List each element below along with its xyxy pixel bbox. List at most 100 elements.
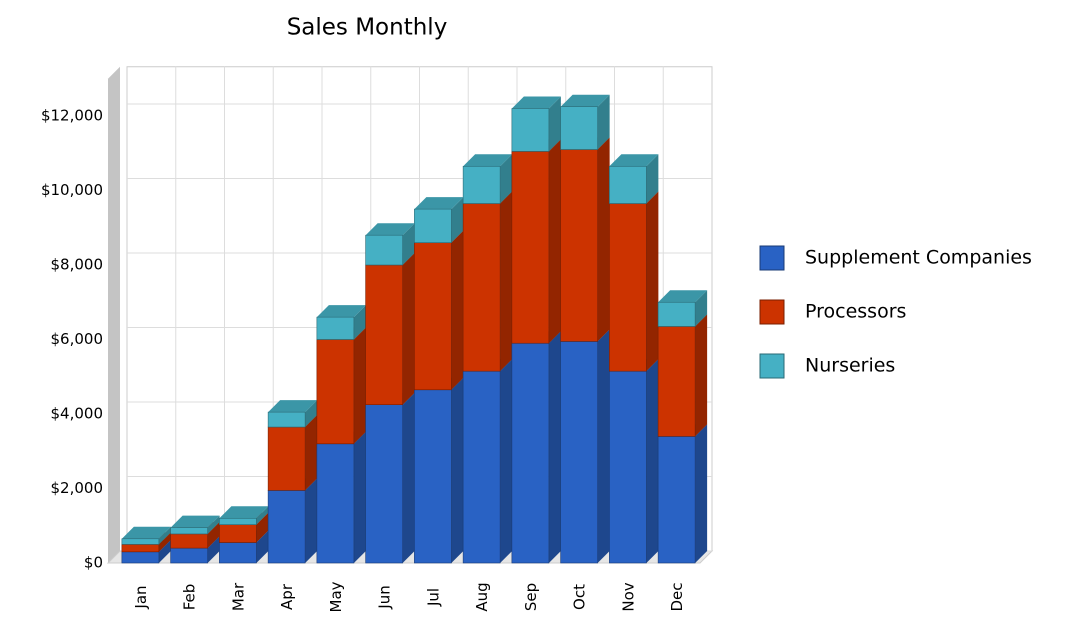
bar-side bbox=[158, 532, 171, 552]
bar-side bbox=[695, 314, 708, 437]
bar bbox=[462, 203, 501, 372]
bar bbox=[609, 165, 647, 204]
y-tick-label: $6,000 bbox=[51, 330, 104, 348]
legend-label: Supplement Companies bbox=[805, 247, 1032, 269]
x-tick-label: Dec bbox=[668, 582, 686, 611]
bar bbox=[609, 370, 647, 564]
bar bbox=[267, 411, 306, 428]
legend-swatch bbox=[759, 245, 785, 271]
bar-side bbox=[305, 415, 318, 491]
y-tick-label: $4,000 bbox=[51, 405, 104, 423]
bar-side bbox=[597, 94, 610, 150]
y-tick-label: $8,000 bbox=[51, 256, 104, 274]
x-tick-label: May bbox=[327, 581, 345, 612]
bar bbox=[511, 151, 550, 344]
y-tick-label: $0 bbox=[84, 554, 103, 572]
bar-top bbox=[414, 197, 464, 210]
bar-top bbox=[511, 96, 561, 109]
bar bbox=[657, 436, 696, 564]
y-tick-label: $10,000 bbox=[41, 181, 103, 199]
bar bbox=[560, 149, 598, 342]
legend-label: Processors bbox=[805, 301, 906, 323]
bar bbox=[121, 551, 160, 564]
bar bbox=[657, 326, 696, 437]
bar bbox=[414, 242, 452, 391]
bar-side bbox=[597, 329, 610, 563]
bar bbox=[267, 426, 306, 491]
x-tick-label: Nov bbox=[619, 582, 637, 611]
bar-side bbox=[305, 400, 318, 428]
bar-side bbox=[451, 230, 464, 390]
bar-top bbox=[316, 305, 366, 318]
bar-side bbox=[256, 506, 269, 525]
bar bbox=[170, 527, 208, 535]
bar bbox=[170, 547, 208, 564]
y-tick-label: $12,000 bbox=[41, 107, 103, 125]
bar bbox=[219, 517, 257, 525]
x-tick-label: Aug bbox=[473, 582, 491, 611]
bar bbox=[414, 389, 452, 564]
legend-swatch bbox=[759, 299, 785, 325]
bar-top bbox=[170, 515, 220, 528]
bar bbox=[121, 544, 160, 553]
bar bbox=[462, 165, 501, 204]
legend-label: Nurseries bbox=[805, 355, 895, 377]
bar-side bbox=[646, 191, 659, 372]
x-tick-label: Jan bbox=[132, 585, 150, 609]
bar bbox=[609, 203, 647, 372]
bar-top bbox=[365, 223, 415, 236]
bar-side bbox=[305, 478, 318, 563]
bar-top bbox=[219, 506, 269, 519]
x-tick-label: Apr bbox=[278, 583, 296, 610]
bar bbox=[365, 234, 403, 266]
bar-top bbox=[268, 400, 318, 413]
bar bbox=[657, 301, 696, 327]
bar bbox=[267, 490, 306, 564]
bar bbox=[219, 524, 257, 543]
bar bbox=[511, 342, 550, 564]
x-tick-label: Jun bbox=[376, 585, 394, 609]
bar-side bbox=[158, 526, 171, 545]
bar-side bbox=[158, 539, 171, 563]
bar bbox=[316, 443, 355, 564]
bar-side bbox=[695, 424, 708, 563]
bar bbox=[219, 542, 257, 564]
bar-side bbox=[451, 377, 464, 563]
bar-side bbox=[646, 154, 659, 204]
chart-title: Sales Monthly bbox=[287, 15, 448, 41]
bar-side bbox=[597, 137, 610, 342]
y-tick-label: $2,000 bbox=[51, 479, 104, 497]
x-tick-label: Mar bbox=[229, 582, 247, 611]
bar bbox=[316, 316, 355, 340]
x-tick-label: Jul bbox=[424, 588, 442, 607]
bar bbox=[511, 108, 550, 152]
bar-side bbox=[548, 331, 561, 563]
bar-top bbox=[560, 94, 610, 107]
bar-side bbox=[451, 197, 464, 243]
bar bbox=[170, 533, 208, 549]
bar bbox=[316, 339, 355, 445]
bar-top bbox=[121, 526, 171, 539]
bar bbox=[365, 264, 403, 405]
bar-side bbox=[500, 191, 513, 372]
bar-side bbox=[207, 515, 220, 534]
bar-side bbox=[207, 521, 220, 549]
bar-side bbox=[402, 223, 415, 265]
bar-side bbox=[256, 530, 269, 563]
bar bbox=[121, 538, 160, 545]
bar-top bbox=[658, 290, 708, 303]
bar-top bbox=[609, 154, 659, 167]
bar-side bbox=[548, 96, 561, 152]
bar-top bbox=[463, 154, 513, 167]
bar-side bbox=[402, 253, 415, 405]
bar-side bbox=[256, 512, 269, 543]
bar-side bbox=[548, 139, 561, 344]
legend-swatch bbox=[759, 353, 785, 379]
bar bbox=[462, 370, 501, 564]
bar bbox=[560, 341, 598, 564]
x-tick-label: Oct bbox=[571, 584, 589, 610]
x-tick-label: Feb bbox=[181, 584, 199, 611]
bar-side bbox=[353, 327, 366, 444]
bar-side bbox=[646, 359, 659, 563]
